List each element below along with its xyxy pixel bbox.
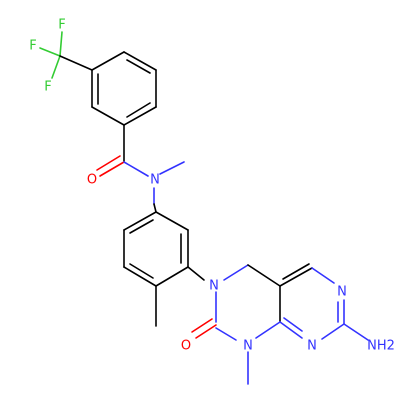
bond-c-f3 (51, 55, 61, 79)
trifluoromethyl-group (39, 31, 93, 79)
bond-c8a-n1 (255, 321, 281, 339)
bond-n8-c8a (279, 321, 303, 339)
ring-b-double-2 (129, 263, 154, 279)
ring-b-bond-4 (123, 266, 157, 287)
atom-label-n-pyrimidine-top: N (337, 285, 347, 300)
ring-a-bond-5 (91, 106, 125, 126)
bond-carbonyl-o-2 (96, 155, 121, 171)
amide-group (96, 124, 185, 213)
bond-n-methyl (159, 161, 185, 175)
bond-carbonyl-o-1 (99, 161, 125, 177)
bond-c4a-c5-double (282, 263, 310, 280)
atom-label-n3: N (209, 279, 219, 294)
ring-b-double-3 (129, 219, 154, 234)
atom-label-o-urea: O (181, 339, 191, 354)
bond-n8-c8a-double (283, 317, 303, 332)
bond-aryl-n3 (187, 266, 205, 281)
atom-label-f2: F (58, 18, 65, 33)
bond-c-f2 (59, 31, 63, 57)
tolyl-ring (123, 211, 189, 327)
ring-a-bond-2 (123, 51, 157, 71)
ring-b-bond-6 (123, 211, 157, 231)
bond-c5-n6 (311, 267, 335, 284)
bond-c4a-c5 (279, 267, 313, 287)
ring-b-bond-1 (155, 211, 189, 231)
bond-c7-n8 (321, 323, 345, 340)
atom-labels: F F F O N N O N N N NH2 (29, 18, 395, 354)
bond-c2-o-2 (191, 318, 213, 333)
atom-label-n-pyrimidine-bottom: N (307, 339, 317, 354)
bond-ch2-c4a (247, 264, 281, 287)
bond-n3-ch2 (223, 264, 249, 281)
atom-label-f1: F (29, 39, 36, 54)
atom-label-o-amide: O (87, 173, 97, 188)
ring-a-double-1 (126, 59, 151, 74)
ring-a-double-2 (126, 102, 151, 118)
bicyclic-core (187, 263, 369, 385)
bond-n-aryl-end (153, 203, 157, 213)
bond-c-f1 (39, 47, 61, 57)
benzoyl-ring (91, 51, 157, 126)
ring-a-bond-1 (91, 51, 125, 71)
bond-cf3-ring (59, 55, 93, 71)
atom-label-n1: N (243, 339, 253, 354)
bond-c7-nh2 (343, 323, 369, 341)
bond-c2-o-1 (195, 324, 217, 339)
bond-carbonyl-n (123, 161, 149, 177)
atom-label-n-amide: N (150, 173, 160, 188)
ring-b-bond-3 (155, 266, 189, 287)
bond-n1-c2 (215, 327, 237, 341)
atom-label-nh2: NH2 (367, 339, 395, 354)
ring-a-bond-4 (123, 106, 157, 126)
atom-label-f3: F (44, 80, 51, 95)
